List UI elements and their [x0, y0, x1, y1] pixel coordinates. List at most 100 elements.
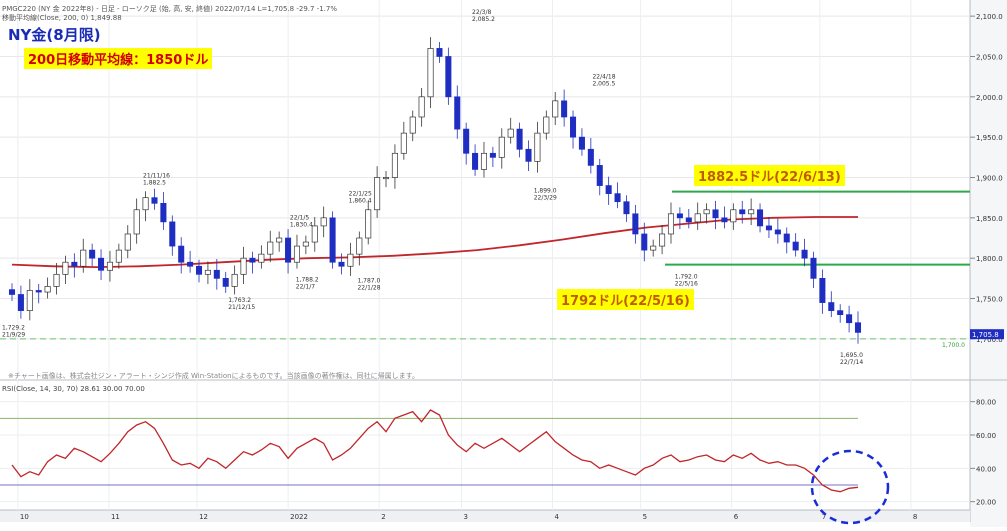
- candle-down: [463, 128, 470, 154]
- candle-down: [187, 261, 194, 267]
- candle-up: [356, 237, 363, 255]
- candle-down: [516, 128, 523, 150]
- rsi-tick-label: 40.00: [976, 465, 996, 473]
- keypoint-date-label: 21/9/29: [2, 331, 25, 338]
- price-tick-label: 1,700.0: [976, 336, 1003, 344]
- price-tick-label: 1,750.0: [976, 296, 1003, 304]
- candle-up: [80, 249, 87, 267]
- keypoint-date-label: 22/3/8: [472, 9, 491, 16]
- candle-down: [757, 209, 764, 227]
- candle-up: [44, 286, 51, 293]
- keypoint-value-label: 1,792.0: [675, 274, 698, 281]
- rsi-tick-label: 20.00: [976, 499, 996, 507]
- candle-down: [605, 185, 612, 194]
- candle-down: [249, 257, 256, 263]
- x-tick-label: 8: [913, 513, 917, 521]
- candle-down: [454, 96, 461, 130]
- candle-down: [810, 257, 817, 279]
- rsi-header: RSI(Close, 14, 30, 70) 28.61 30.00 70.00: [2, 385, 145, 393]
- candle-down: [792, 241, 799, 251]
- candle-down: [632, 213, 639, 235]
- x-tick-label: 3: [463, 513, 467, 521]
- keypoint-value-label: 1,830.4: [290, 222, 313, 229]
- x-axis-panel: [0, 510, 970, 522]
- candle-up: [53, 273, 60, 287]
- y-axis-panel: [970, 0, 1007, 527]
- candle-down: [712, 209, 719, 219]
- candle-down: [329, 217, 336, 263]
- candle-down: [623, 201, 630, 215]
- candle-up: [498, 136, 505, 158]
- footer-note: ※チャート画像は、株式会社ジン・アラート・シンジ作成 Win-Stationによ…: [8, 372, 419, 380]
- x-tick-label: 12: [199, 513, 208, 521]
- candle-down: [596, 165, 603, 186]
- candle-down: [17, 294, 24, 311]
- last-price-label: 1,705.8: [972, 331, 999, 339]
- keypoint-date-label: 21/11/16: [143, 173, 170, 180]
- candle-up: [507, 128, 514, 138]
- keypoint-date-label: 22/1/25: [349, 190, 372, 197]
- candle-down: [489, 152, 496, 158]
- x-tick-label: 2022: [290, 513, 308, 521]
- rsi-tick-label: 80.00: [976, 399, 996, 407]
- candle-down: [854, 322, 862, 333]
- chart-header-line2: 移動平均線(Close, 200, 0) 1,849.88: [2, 14, 122, 22]
- x-tick-label: 7: [822, 513, 826, 521]
- candle-up: [142, 197, 149, 211]
- candle-up: [694, 213, 701, 223]
- candle-up: [311, 225, 318, 243]
- candle-up: [650, 245, 657, 251]
- candle-up: [115, 249, 122, 263]
- candle-down: [685, 217, 692, 223]
- candle-down: [213, 269, 220, 279]
- keypoint-value-label: 1,729.2: [2, 324, 25, 331]
- candle-up: [480, 152, 488, 170]
- ma200-line: [11, 216, 858, 269]
- candle-down: [801, 249, 808, 259]
- candle-down: [837, 310, 844, 316]
- keypoint-date-label: 22/1/5: [290, 215, 309, 222]
- candle-up: [667, 213, 675, 235]
- x-tick-label: 10: [20, 513, 29, 521]
- candle-down: [828, 302, 835, 311]
- keypoint-date-label: 21/12/15: [228, 304, 255, 311]
- candle-down: [8, 289, 16, 295]
- candle-down: [445, 56, 452, 98]
- keypoint-value-label: 1,695.0: [840, 352, 863, 359]
- keypoint-date-label: 22/5/16: [675, 281, 698, 288]
- candle-up: [204, 269, 211, 275]
- candle-down: [783, 233, 790, 243]
- chart-main-title: NY金(8月限): [8, 26, 101, 44]
- keypoint-date-label: 22/3/29: [534, 194, 557, 201]
- candle-up: [659, 233, 666, 247]
- candle-down: [587, 148, 594, 166]
- candle-up: [124, 233, 131, 251]
- keypoint-value-label: 1,763.2: [228, 297, 251, 304]
- keypoint-value-label: 1,882.5: [143, 180, 166, 187]
- price-tick-label: 2,050.0: [976, 53, 1003, 61]
- candle-up: [258, 253, 265, 263]
- price-tick-label: 2,000.0: [976, 94, 1003, 102]
- candle-up: [26, 290, 33, 311]
- candle-up: [320, 217, 327, 227]
- candle-down: [570, 116, 577, 138]
- candle-down: [436, 48, 443, 57]
- candle-up: [106, 261, 113, 271]
- candle-down: [819, 278, 826, 303]
- candle-down: [98, 257, 105, 271]
- candle-down: [285, 237, 292, 263]
- candle-up: [552, 100, 559, 118]
- candle-up: [302, 241, 309, 247]
- keypoint-value-label: 2,005.5: [592, 80, 615, 87]
- candle-down: [676, 213, 683, 219]
- candle-up: [730, 209, 737, 223]
- candle-down: [338, 261, 345, 267]
- price-tick-label: 1,900.0: [976, 175, 1003, 183]
- chart-header-line1: PMGC220 (NY 金 2022年8) - 日足 - ローソク足 (始, 高…: [2, 5, 337, 13]
- candle-up: [534, 132, 541, 162]
- price-tick-label: 1,850.0: [976, 215, 1003, 223]
- candle-down: [774, 229, 781, 235]
- x-tick-label: 2: [381, 513, 385, 521]
